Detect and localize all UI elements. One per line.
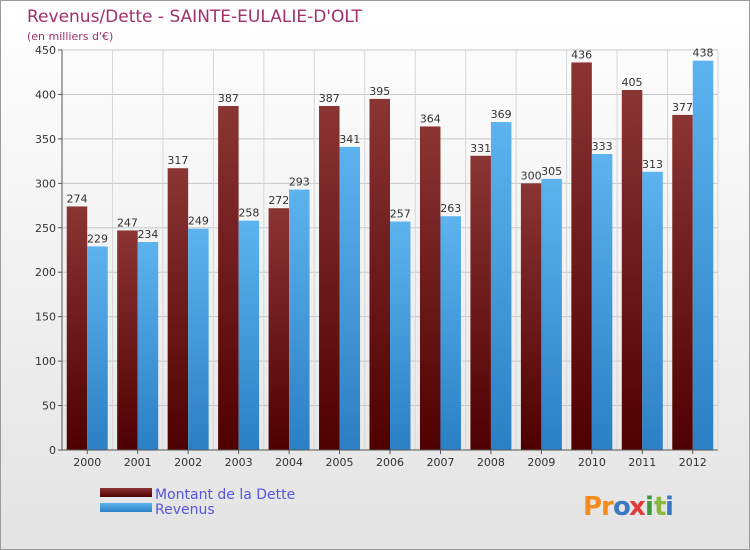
data-label-dette: 364 bbox=[420, 112, 441, 125]
bar-dette bbox=[319, 106, 340, 450]
data-label-revenus: 229 bbox=[87, 232, 108, 245]
x-tick-label: 2000 bbox=[73, 456, 101, 469]
y-tick-label: 200 bbox=[35, 266, 56, 279]
x-tick-label: 2011 bbox=[628, 456, 656, 469]
data-label-dette: 377 bbox=[672, 101, 693, 114]
x-tick-label: 2007 bbox=[426, 456, 454, 469]
bar-revenus bbox=[591, 154, 613, 450]
bar-dette bbox=[117, 230, 138, 450]
data-label-dette: 395 bbox=[369, 85, 390, 98]
x-tick-label: 2012 bbox=[679, 456, 707, 469]
logo-letter: r bbox=[601, 492, 614, 522]
logo-letter: i bbox=[645, 492, 654, 522]
bar-revenus bbox=[238, 220, 260, 450]
y-tick-label: 100 bbox=[35, 355, 56, 368]
data-label-dette: 405 bbox=[622, 76, 643, 89]
data-label-dette: 436 bbox=[571, 48, 592, 61]
data-label-revenus: 333 bbox=[592, 140, 613, 153]
y-tick-label: 250 bbox=[35, 222, 56, 235]
bar-dette bbox=[470, 155, 491, 450]
data-label-dette: 387 bbox=[218, 92, 239, 105]
x-tick-label: 2002 bbox=[174, 456, 202, 469]
bar-dette bbox=[672, 114, 693, 450]
bar-dette bbox=[369, 98, 390, 450]
bar-revenus bbox=[137, 242, 159, 450]
bar-revenus bbox=[339, 146, 361, 450]
data-label-revenus: 234 bbox=[137, 228, 158, 241]
bar-dette bbox=[419, 126, 441, 450]
data-label-revenus: 293 bbox=[289, 176, 310, 189]
bars-layer bbox=[66, 60, 714, 451]
data-label-dette: 247 bbox=[117, 216, 138, 229]
data-label-dette: 331 bbox=[470, 142, 491, 155]
y-tick-label: 300 bbox=[35, 177, 56, 190]
y-tick-label: 150 bbox=[35, 311, 56, 324]
data-label-dette: 300 bbox=[521, 169, 542, 182]
x-tick-label: 2005 bbox=[326, 456, 354, 469]
bar-revenus bbox=[490, 122, 512, 450]
legend-label-revenus: Revenus bbox=[155, 502, 215, 518]
data-label-revenus: 438 bbox=[693, 47, 714, 60]
legend-swatch-dette bbox=[100, 488, 152, 497]
y-tick-label: 350 bbox=[35, 133, 56, 146]
y-tick-label: 0 bbox=[49, 444, 56, 457]
bar-dette bbox=[268, 208, 290, 450]
data-label-revenus: 369 bbox=[491, 108, 512, 121]
logo-letter: P bbox=[583, 492, 602, 522]
logo-letter: x bbox=[629, 492, 646, 522]
data-label-revenus: 313 bbox=[642, 158, 663, 171]
bar-dette bbox=[218, 106, 239, 450]
x-tick-label: 2008 bbox=[477, 456, 505, 469]
data-label-revenus: 258 bbox=[238, 207, 259, 220]
proxiti-logo: Pr ox i ti bbox=[583, 492, 674, 522]
bar-revenus bbox=[390, 221, 411, 450]
logo-letter: o bbox=[613, 492, 631, 522]
x-tick-label: 2006 bbox=[376, 456, 404, 469]
data-label-revenus: 305 bbox=[541, 165, 562, 178]
bar-revenus bbox=[692, 60, 714, 451]
data-label-dette: 317 bbox=[167, 154, 188, 167]
data-label-dette: 274 bbox=[66, 192, 87, 205]
logo-letter: t bbox=[654, 492, 666, 522]
chart-title: Revenus/Dette - SAINTE-EULALIE-D'OLT bbox=[27, 7, 362, 27]
data-label-dette: 272 bbox=[268, 194, 289, 207]
bar-dette bbox=[571, 62, 592, 450]
chart-subtitle: (en milliers d'€) bbox=[27, 30, 113, 43]
x-tick-label: 2004 bbox=[275, 456, 303, 469]
y-tick-label: 50 bbox=[42, 400, 56, 413]
axis-layer: 0 50 100 150 200 250 300 350 400 450 2000 2001 2002 2… bbox=[35, 44, 718, 469]
y-tick-label: 450 bbox=[35, 44, 56, 57]
y-tick-label: 400 bbox=[35, 88, 56, 101]
x-tick-label: 2001 bbox=[124, 456, 152, 469]
legend-label-dette: Montant de la Dette bbox=[155, 487, 295, 503]
data-label-revenus: 257 bbox=[390, 208, 411, 221]
logo-letter: i bbox=[665, 492, 674, 522]
bar-revenus bbox=[289, 189, 310, 451]
bar-revenus bbox=[642, 171, 663, 450]
bar-dette bbox=[520, 183, 542, 451]
x-tick-label: 2009 bbox=[527, 456, 555, 469]
x-tick-label: 2010 bbox=[578, 456, 606, 469]
bar-revenus bbox=[87, 246, 108, 450]
bar-dette bbox=[66, 206, 88, 450]
bar-dette bbox=[167, 168, 189, 450]
bar-dette bbox=[621, 90, 643, 450]
bar-revenus bbox=[188, 228, 209, 450]
bar-revenus bbox=[541, 178, 562, 450]
data-label-revenus: 249 bbox=[188, 215, 209, 228]
x-tick-label: 2003 bbox=[225, 456, 253, 469]
data-label-revenus: 341 bbox=[339, 133, 360, 146]
data-label-dette: 387 bbox=[319, 92, 340, 105]
bar-revenus bbox=[440, 216, 461, 450]
legend-swatch-revenus bbox=[100, 503, 152, 512]
legend: Montant de la Dette Revenus bbox=[100, 487, 295, 518]
data-label-revenus: 263 bbox=[440, 202, 461, 215]
